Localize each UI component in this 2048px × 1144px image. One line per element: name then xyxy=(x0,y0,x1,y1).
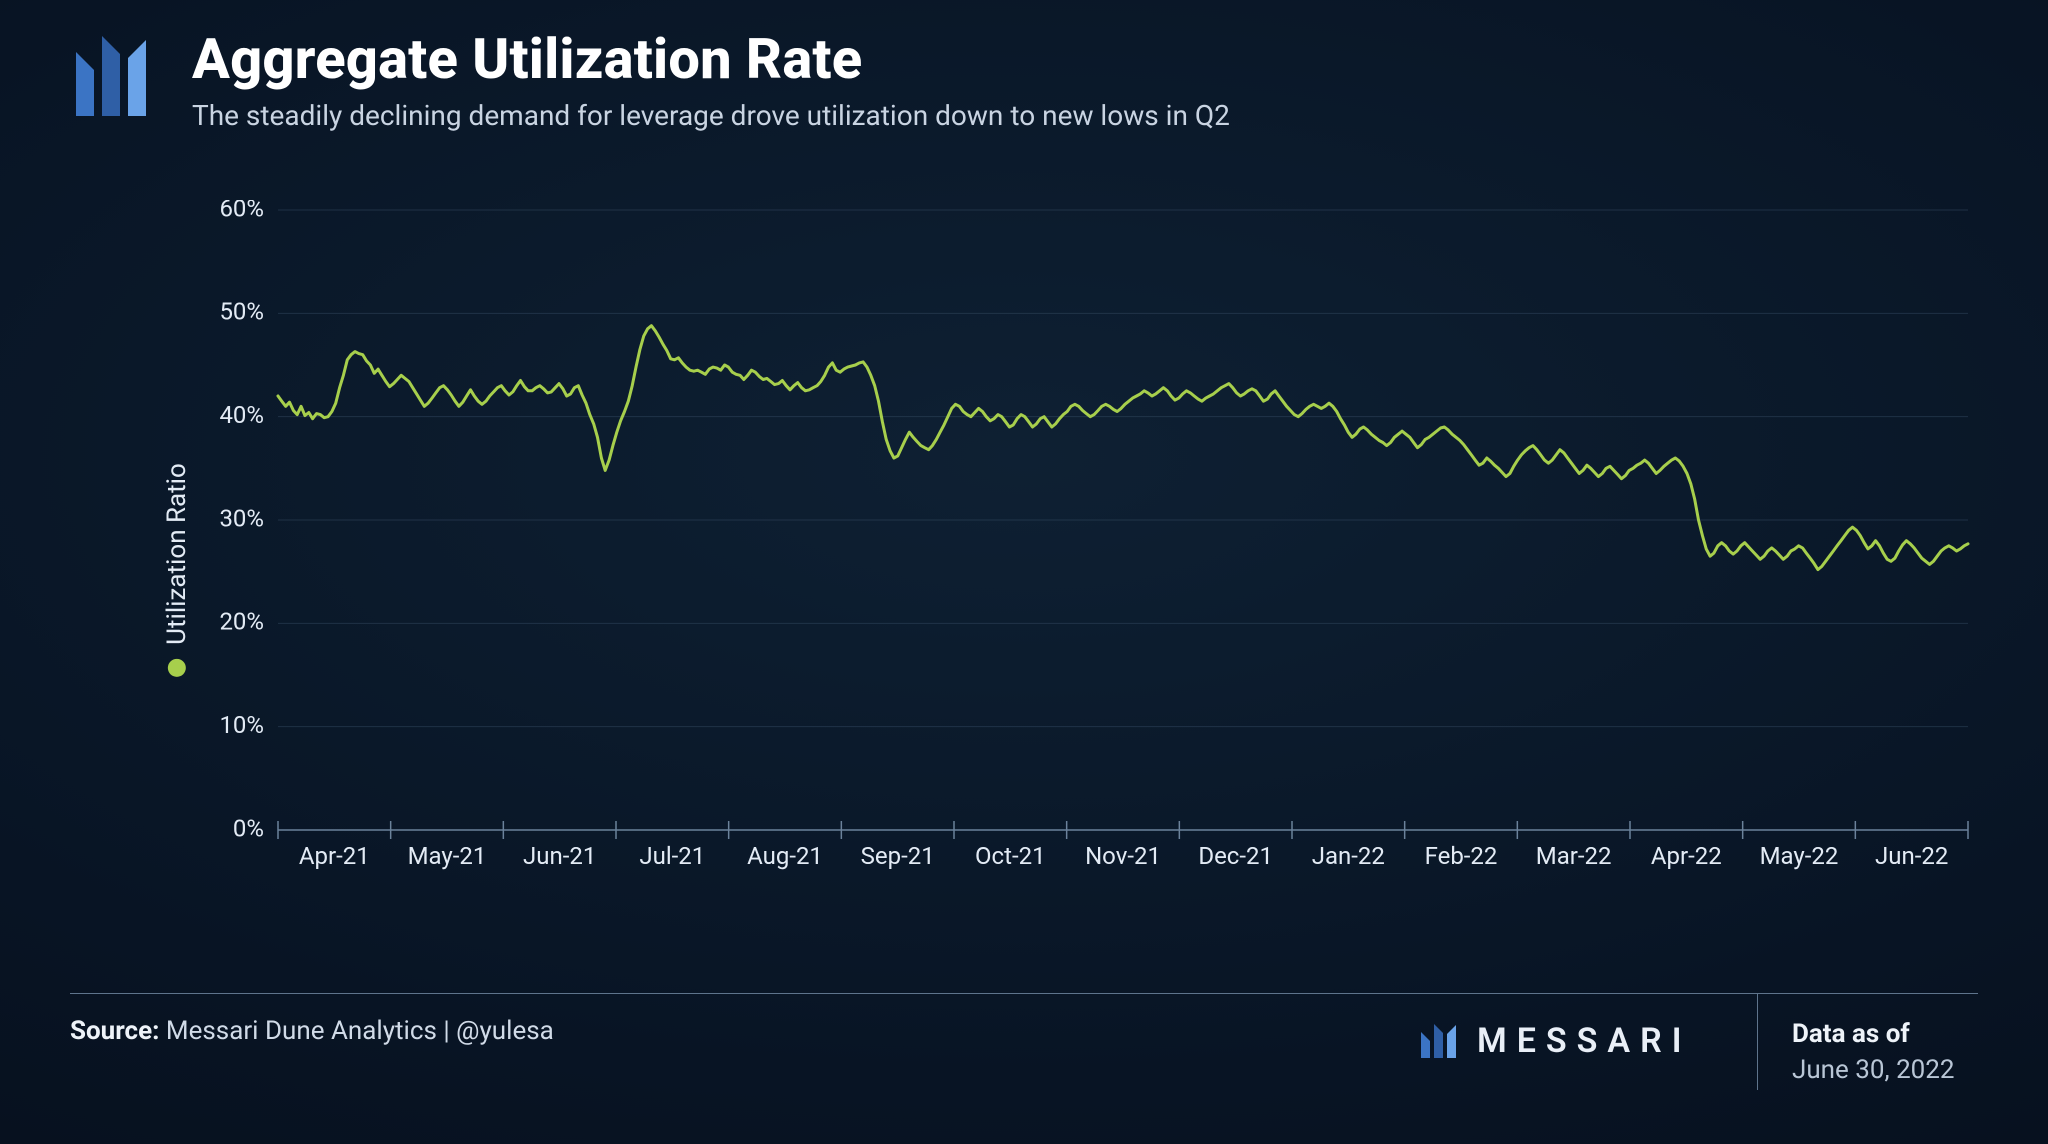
source-line: Source: Messari Dune Analytics | @yulesa xyxy=(70,1016,1375,1046)
asof-value: June 30, 2022 xyxy=(1792,1052,1978,1088)
svg-text:Aug-21: Aug-21 xyxy=(747,842,823,870)
asof-label: Data as of xyxy=(1792,1016,1978,1052)
footer-brand-text: MESSARI xyxy=(1477,1021,1692,1061)
svg-text:May-21: May-21 xyxy=(408,842,487,870)
svg-text:Oct-21: Oct-21 xyxy=(975,842,1046,870)
y-axis-label: Utilization Ratio xyxy=(162,463,192,677)
svg-text:20%: 20% xyxy=(219,608,264,636)
svg-text:May-22: May-22 xyxy=(1760,842,1839,870)
header: Aggregate Utilization Rate The steadily … xyxy=(70,30,1230,132)
chart: Utilization Ratio 0% 10% 20% 30% 40% 50% 60% Ap… xyxy=(70,200,1978,940)
svg-text:Dec-21: Dec-21 xyxy=(1198,842,1273,870)
svg-text:Apr-21: Apr-21 xyxy=(299,842,370,870)
svg-text:50%: 50% xyxy=(219,298,264,326)
footer: Source: Messari Dune Analytics | @yulesa… xyxy=(70,993,1978,1090)
data-as-of: Data as of June 30, 2022 xyxy=(1758,1016,1978,1089)
svg-text:Mar-22: Mar-22 xyxy=(1536,842,1612,870)
svg-text:Jan-22: Jan-22 xyxy=(1312,842,1385,870)
page-subtitle: The steadily declining demand for levera… xyxy=(192,99,1230,132)
footer-brand: MESSARI xyxy=(1375,1016,1757,1064)
svg-text:Sep-21: Sep-21 xyxy=(861,842,935,870)
svg-text:Feb-22: Feb-22 xyxy=(1425,842,1498,870)
legend-dot-icon xyxy=(168,659,186,677)
page-title: Aggregate Utilization Rate xyxy=(192,30,1230,89)
svg-text:Apr-22: Apr-22 xyxy=(1651,842,1722,870)
svg-text:60%: 60% xyxy=(219,200,264,222)
source-label: Source: xyxy=(70,1016,159,1046)
svg-text:40%: 40% xyxy=(219,401,264,429)
chart-plot: 0% 10% 20% 30% 40% 50% 60% Apr-21 May-21 Jun-21 Ju… xyxy=(200,200,1978,880)
svg-text:30%: 30% xyxy=(219,504,264,532)
svg-text:Jul-21: Jul-21 xyxy=(639,842,705,870)
title-block: Aggregate Utilization Rate The steadily … xyxy=(192,30,1230,132)
svg-text:Jun-22: Jun-22 xyxy=(1875,842,1948,870)
source-value: Messari Dune Analytics | @yulesa xyxy=(166,1016,554,1046)
svg-text:Nov-21: Nov-21 xyxy=(1085,842,1161,870)
brand-logo-icon xyxy=(70,30,156,116)
y-axis-label-text: Utilization Ratio xyxy=(162,463,192,645)
svg-text:0%: 0% xyxy=(233,814,264,842)
svg-text:10%: 10% xyxy=(219,711,264,739)
svg-text:Jun-21: Jun-21 xyxy=(523,842,596,870)
